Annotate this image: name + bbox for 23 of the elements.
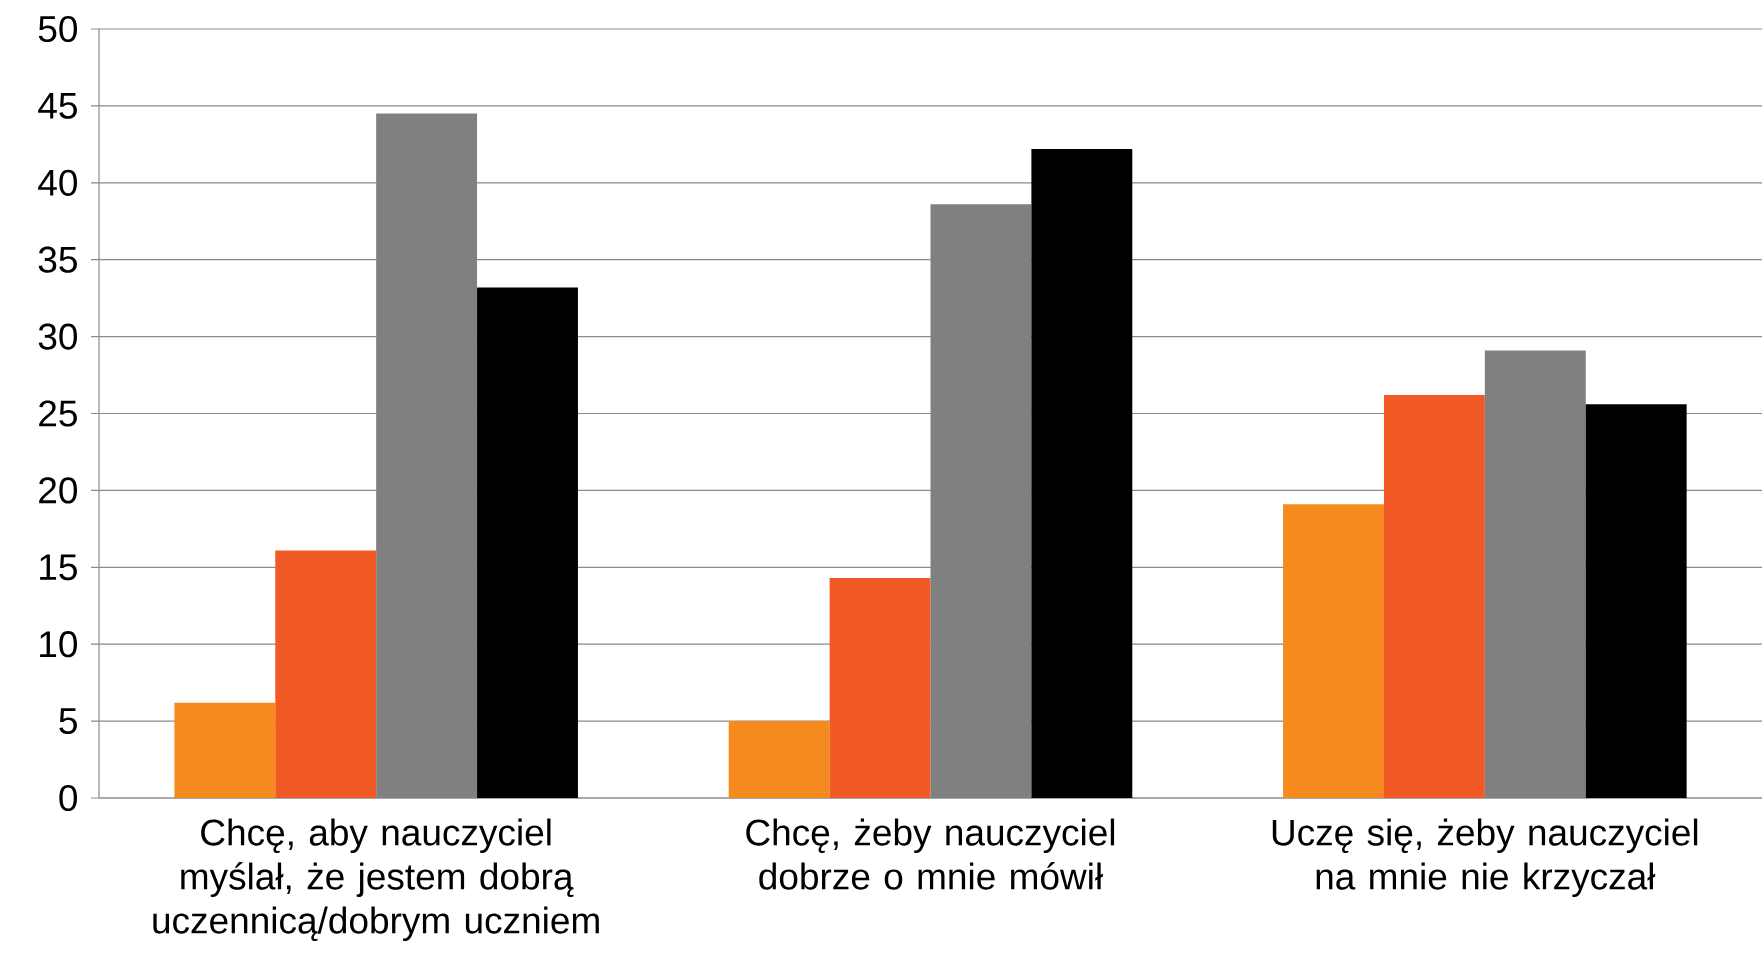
x-tick-label: Chcę, aby nauczyciel myślał, że jestem dobrą uczennicą/dobrym uczniem: [153, 818, 599, 942]
bar: [1283, 504, 1384, 798]
bar: [174, 702, 276, 798]
y-tick-label: 15: [40, 554, 77, 581]
y-tick-label: 10: [40, 631, 78, 658]
bar: [1585, 404, 1687, 798]
x-tick-label: Chcę, żeby nauczyciel dobrze o mnie mówił: [746, 818, 1115, 890]
bar: [1383, 395, 1485, 798]
y-tick-label: 0: [59, 784, 78, 812]
y-tick-label: 30: [38, 323, 78, 350]
y-tick-label: 50: [38, 15, 78, 43]
y-tick-label: 20: [39, 477, 78, 504]
bar: [728, 721, 830, 798]
y-tick-label: 5: [59, 708, 77, 735]
bar: [477, 287, 578, 798]
y-tick-label: 45: [38, 92, 77, 119]
y-tick-label: 40: [38, 169, 78, 196]
y-tick-label: 35: [38, 246, 77, 273]
bar: [1031, 148, 1133, 798]
y-tick-label: 25: [39, 400, 77, 427]
bar: [829, 578, 931, 798]
x-tick-label: Uczę się, żeby nauczyciel na mnie nie krzyczał: [1272, 818, 1698, 898]
bar: [275, 550, 377, 798]
